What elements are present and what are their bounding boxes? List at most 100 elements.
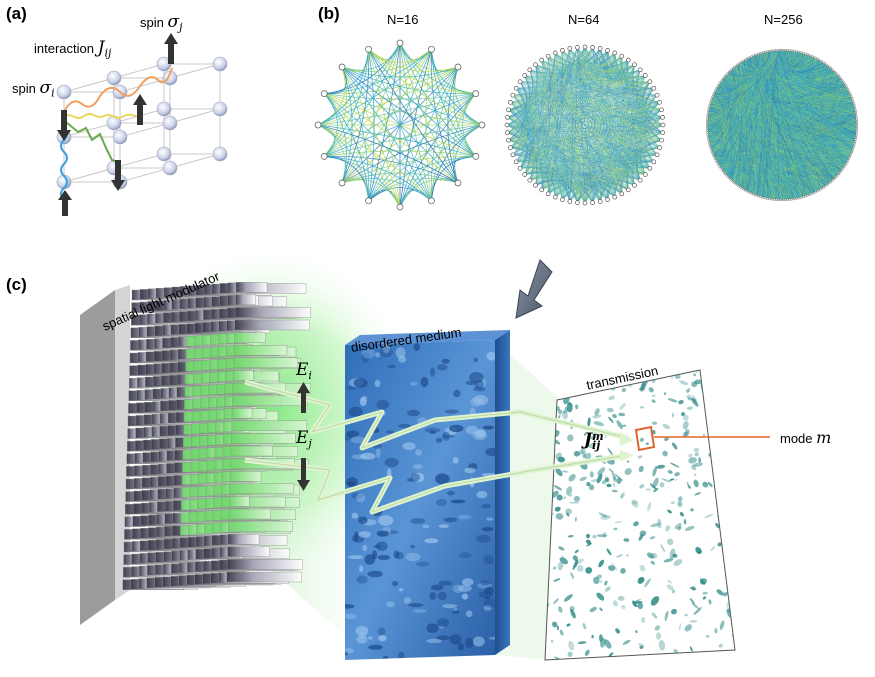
graph-edge [535, 64, 551, 194]
speckle-grain [671, 412, 675, 418]
speckle-grain [622, 424, 627, 427]
graph-node [590, 200, 595, 205]
interaction-word: interaction [34, 41, 94, 56]
graph-node [612, 194, 618, 200]
speckle-grain [684, 613, 688, 617]
speckle-grain [589, 606, 597, 613]
speckle-grain [611, 489, 618, 493]
scattering-pore [429, 591, 437, 601]
scattering-pore [358, 531, 371, 538]
graph-node [740, 187, 743, 190]
speckle-grain [679, 511, 684, 517]
speckle-grain [575, 404, 579, 410]
graph-node [848, 91, 851, 94]
slm-pixel [231, 420, 307, 431]
graph-node [793, 197, 796, 200]
speckle-grain [608, 565, 616, 571]
speckle-grain [732, 491, 735, 496]
spin-site [212, 146, 228, 162]
field-i-symbol: E [296, 360, 309, 380]
graph-edge [317, 124, 476, 157]
speckle-grain [694, 492, 702, 496]
speckle-grain [608, 652, 614, 658]
speckle-grain [667, 470, 673, 474]
slm-pixel [228, 508, 272, 520]
scattering-pore [484, 596, 491, 600]
speckle-grain [670, 501, 675, 505]
graph-edge [341, 66, 483, 126]
scattering-pore [412, 464, 423, 470]
graph-edge [740, 56, 754, 72]
speckle-grain [698, 457, 702, 463]
graph-node [779, 48, 782, 52]
graph-edge [569, 48, 658, 155]
scattering-pore [398, 423, 411, 428]
graph-node [706, 111, 710, 114]
graph-node [837, 74, 840, 78]
graph-node [338, 63, 346, 71]
graph-node [713, 90, 717, 93]
graph-node [855, 118, 858, 121]
graph-node [828, 181, 831, 185]
scattering-pore [351, 454, 367, 460]
scattering-pore [356, 575, 368, 584]
speckle-grain [583, 432, 587, 436]
graph-edge [717, 78, 732, 91]
speckle-grain [703, 434, 705, 437]
speckle-grain [621, 604, 626, 610]
speckle-grain [673, 648, 679, 654]
graph-edge [725, 51, 768, 175]
scattering-pore [484, 586, 495, 595]
speckle-grain [731, 595, 735, 600]
speckle-grain [718, 643, 723, 648]
graph-edge [706, 86, 726, 124]
graph-node [575, 45, 580, 50]
speckle-grain [558, 415, 561, 419]
graph-edge [577, 47, 593, 203]
slm-pixel [229, 483, 294, 494]
scattering-pore [483, 604, 492, 611]
graph-edge [323, 49, 369, 157]
scattering-pore [465, 637, 474, 649]
graph-edge [780, 49, 846, 86]
scattering-pore [449, 634, 462, 645]
graph-edge [535, 64, 548, 190]
graph-edge [707, 70, 734, 135]
graph-node [705, 127, 709, 130]
speckle-grain [708, 599, 712, 605]
graph-edge [723, 77, 739, 182]
speckle-grain [553, 439, 561, 445]
scattering-pore [453, 607, 458, 612]
speckle-grain [596, 592, 605, 601]
speckle-grain [682, 414, 689, 421]
speckle-grain [563, 496, 567, 500]
graph-node [824, 185, 827, 188]
field-j-symbol: E [296, 428, 309, 448]
speckle-grain [604, 639, 612, 649]
graph-node [855, 131, 858, 134]
graph-edge [717, 162, 746, 191]
light-path-i-outline [244, 381, 629, 449]
speckle-grain [678, 623, 682, 631]
scattering-pore [443, 517, 458, 523]
medium-top-face [345, 330, 510, 345]
speckle-grain [601, 480, 607, 485]
scattering-pore [465, 425, 479, 435]
slm-pixel [232, 370, 254, 381]
graph-node [539, 187, 545, 193]
speckle-grain [693, 373, 697, 377]
scattering-pore [465, 610, 473, 618]
speckle-grain [728, 510, 734, 517]
graph-edge [508, 139, 523, 148]
scattering-pore [429, 430, 436, 435]
graph-edge [710, 84, 727, 147]
graph-edge [714, 91, 727, 99]
speckle-grain [608, 395, 616, 401]
graph-edge [507, 132, 522, 141]
graph-edge [763, 185, 777, 200]
graph-node [597, 46, 603, 51]
graph-edge [524, 60, 545, 175]
speckle-grain [650, 523, 661, 528]
speckle-grain [664, 437, 669, 442]
